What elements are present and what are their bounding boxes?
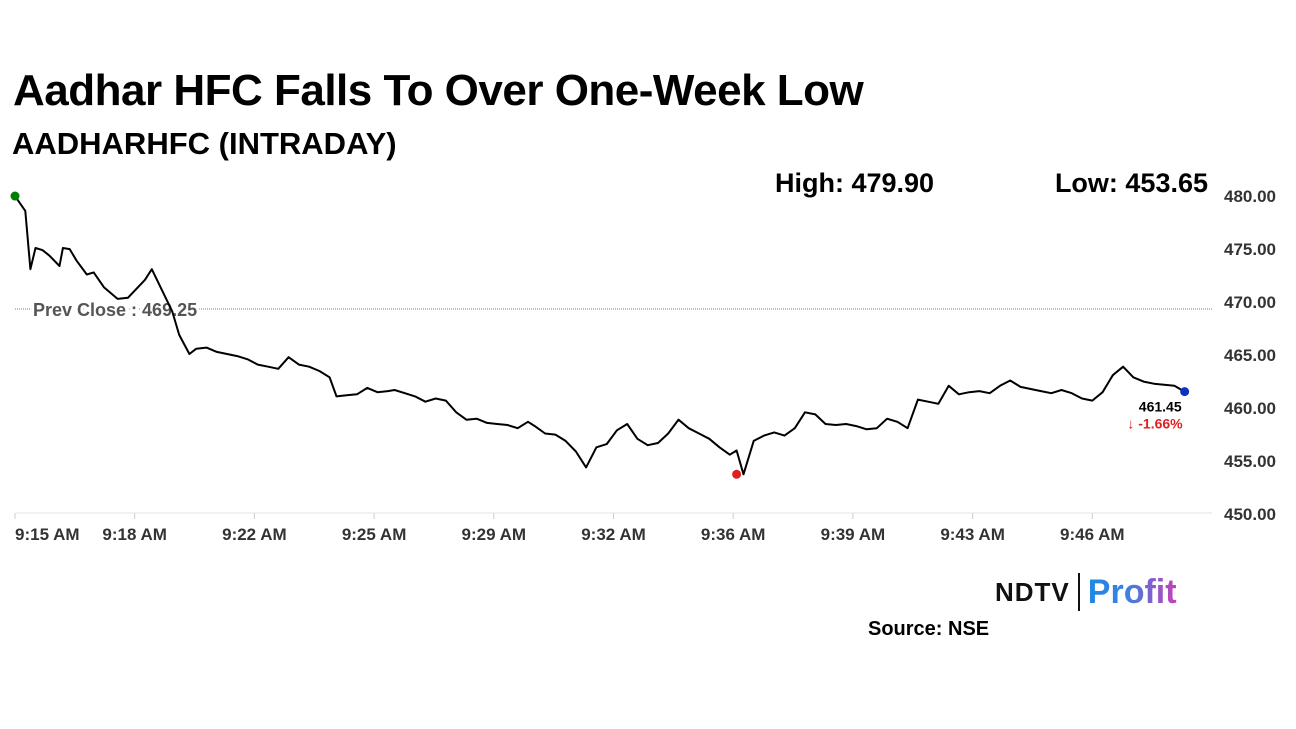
logo-profit-text: Profit — [1087, 572, 1177, 611]
ndtv-profit-logo: NDTV Profit — [995, 572, 1177, 612]
logo-separator — [1077, 573, 1080, 611]
last-price-label: 461.45 — [1139, 399, 1182, 415]
y-axis: 480.00 475.00 470.00 465.00 460.00 455.00 450.… — [1224, 187, 1276, 524]
x-tick-label: 9:36 AM — [701, 525, 766, 544]
low-stat: Low: 453.65 — [1054, 168, 1208, 198]
x-tick-label: 9:18 AM — [102, 525, 167, 544]
x-axis: 9:15 AM 9:18 AM 9:22 AM 9:25 AM 9:29 AM 9:32 … — [14, 513, 1125, 544]
x-tick-label: 9:43 AM — [940, 525, 1005, 544]
y-tick-label: 475.00 — [1224, 240, 1276, 259]
y-tick-label: 455.00 — [1224, 452, 1276, 471]
y-tick-label: 470.00 — [1224, 293, 1276, 312]
y-tick-label: 450.00 — [1224, 505, 1276, 524]
low-marker — [732, 469, 742, 479]
y-tick-label: 480.00 — [1224, 187, 1276, 206]
x-tick-label: 9:39 AM — [821, 525, 886, 544]
y-tick-label: 465.00 — [1224, 346, 1276, 365]
chart-title: Aadhar HFC Falls To Over One-Week Low — [13, 66, 864, 115]
price-series-line — [14, 195, 1186, 476]
x-tick-label: 9:32 AM — [581, 525, 646, 544]
x-tick-label: 9:46 AM — [1060, 525, 1125, 544]
last-price-marker — [1180, 387, 1190, 397]
chart-subtitle: AADHARHFC (INTRADAY) — [12, 126, 397, 161]
change-percent-label: ↓ -1.66% — [1127, 416, 1183, 432]
source-note: Source: NSE — [868, 618, 990, 640]
x-tick-label: 9:15 AM — [15, 525, 80, 544]
x-tick-label: 9:25 AM — [342, 525, 407, 544]
logo-ndtv-text: NDTV — [995, 576, 1070, 607]
high-marker — [10, 191, 20, 201]
y-tick-label: 460.00 — [1224, 399, 1276, 418]
x-tick-label: 9:29 AM — [462, 525, 527, 544]
x-tick-label: 9:22 AM — [222, 525, 287, 544]
high-stat: High: 479.90 — [775, 168, 935, 198]
